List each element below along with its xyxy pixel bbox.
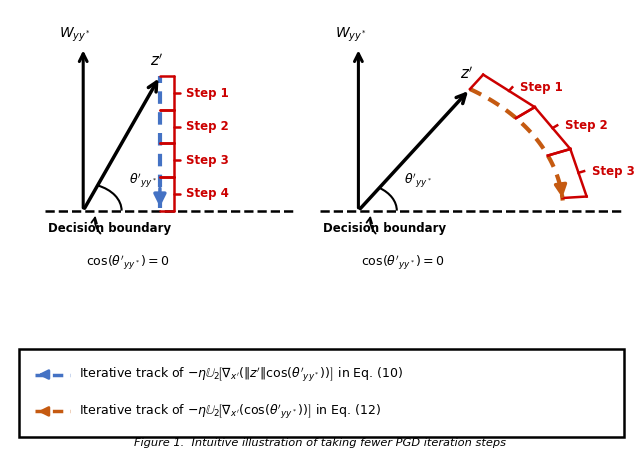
- Text: $z'$: $z'$: [460, 66, 474, 82]
- Text: Step 2: Step 2: [565, 119, 607, 132]
- Text: Step 3: Step 3: [592, 164, 634, 178]
- Text: $\theta'_{yy^*}$: $\theta'_{yy^*}$: [404, 172, 433, 190]
- Text: Iterative track of $-\eta\mathbb{U}_2\!\left[\nabla_{x'}(\|z'\|\cos(\theta'_{yy^: Iterative track of $-\eta\mathbb{U}_2\!\…: [79, 365, 403, 384]
- Text: $\cos(\theta'_{yy^*}) = 0$: $\cos(\theta'_{yy^*}) = 0$: [86, 254, 170, 272]
- FancyBboxPatch shape: [19, 349, 624, 437]
- Text: Iterative track of $-\eta\mathbb{U}_2\!\left[\nabla_{x'}(\cos(\theta'_{yy^*}))\r: Iterative track of $-\eta\mathbb{U}_2\!\…: [79, 402, 381, 421]
- Text: $W_{yy^*}$: $W_{yy^*}$: [335, 26, 367, 44]
- Text: Step 3: Step 3: [186, 154, 228, 167]
- Text: Step 1: Step 1: [520, 81, 563, 94]
- Text: Step 2: Step 2: [186, 120, 228, 133]
- Text: $\theta'_{yy^*}$: $\theta'_{yy^*}$: [129, 172, 157, 190]
- Text: Decision boundary: Decision boundary: [323, 222, 446, 235]
- Text: $z'$: $z'$: [150, 53, 163, 69]
- Text: Step 4: Step 4: [186, 188, 228, 200]
- Text: Decision boundary: Decision boundary: [48, 222, 171, 235]
- Text: Step 1: Step 1: [186, 87, 228, 100]
- Text: Figure 1.  Intuitive illustration of taking fewer PGD iteration steps: Figure 1. Intuitive illustration of taki…: [134, 438, 506, 448]
- Text: $\cos(\theta'_{yy^*}) = 0$: $\cos(\theta'_{yy^*}) = 0$: [362, 254, 445, 272]
- Text: $W_{yy^*}$: $W_{yy^*}$: [60, 26, 92, 44]
